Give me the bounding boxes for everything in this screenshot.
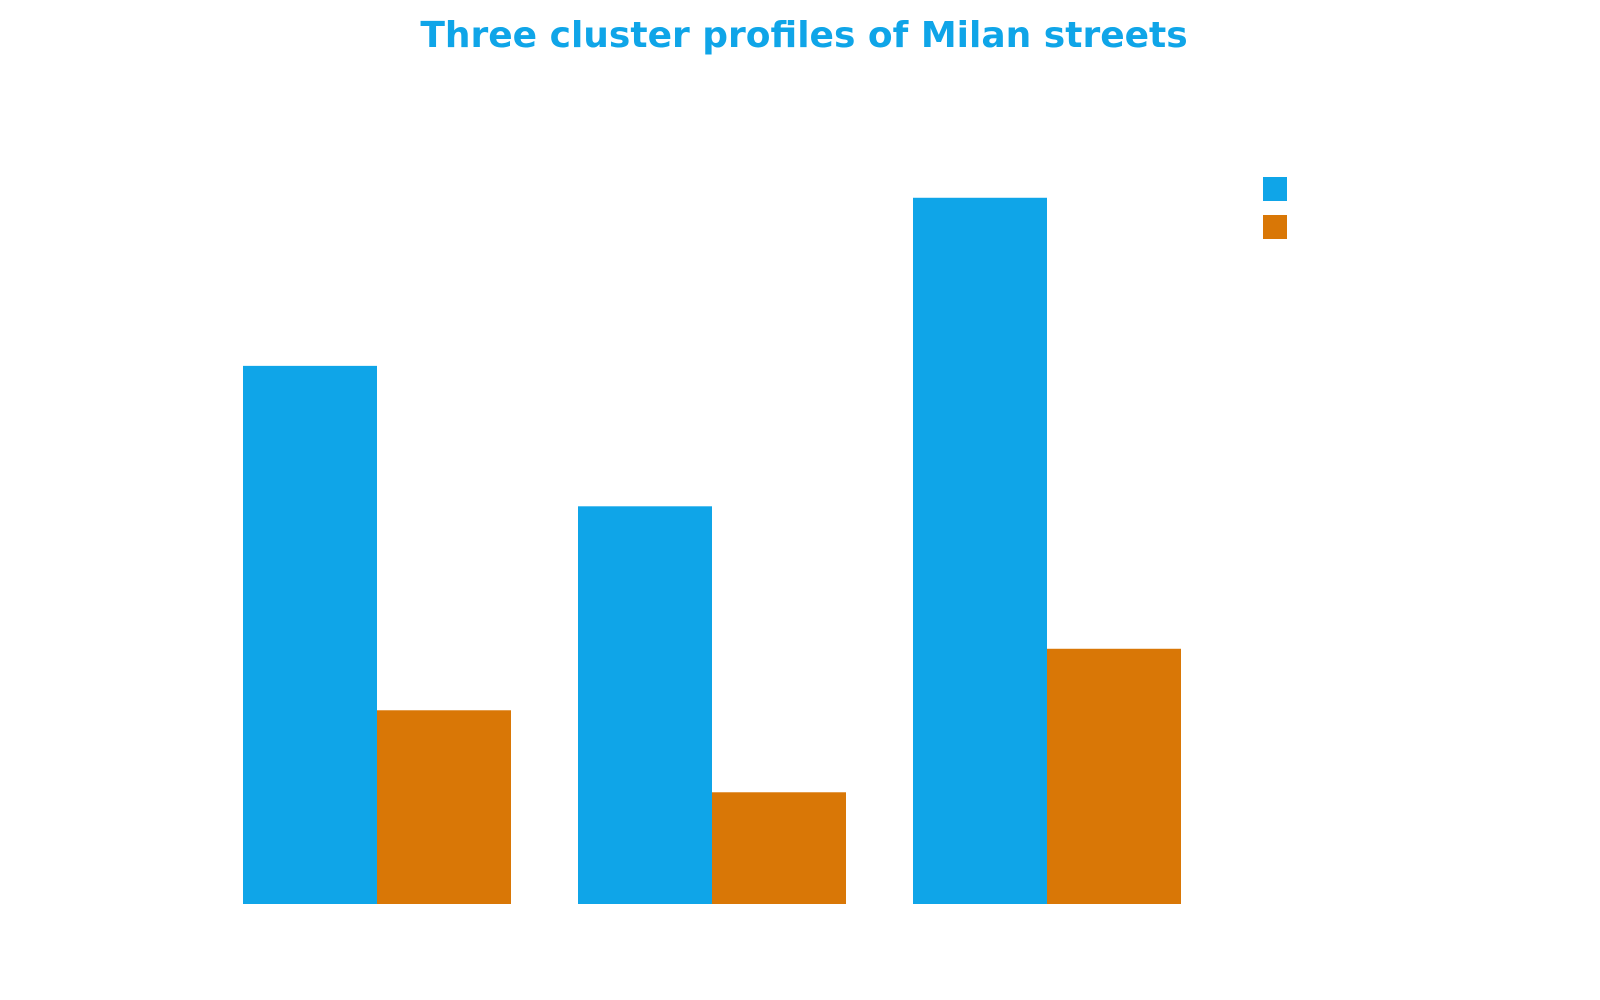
bar <box>243 365 377 904</box>
bar <box>578 506 712 904</box>
chart-title: Three cluster profiles of Milan streets <box>420 15 1187 56</box>
legend-swatch <box>1263 177 1287 201</box>
bar <box>1047 648 1181 904</box>
bar <box>712 792 846 904</box>
legend-swatch <box>1263 215 1287 239</box>
bar <box>913 197 1047 904</box>
bar <box>377 710 511 904</box>
